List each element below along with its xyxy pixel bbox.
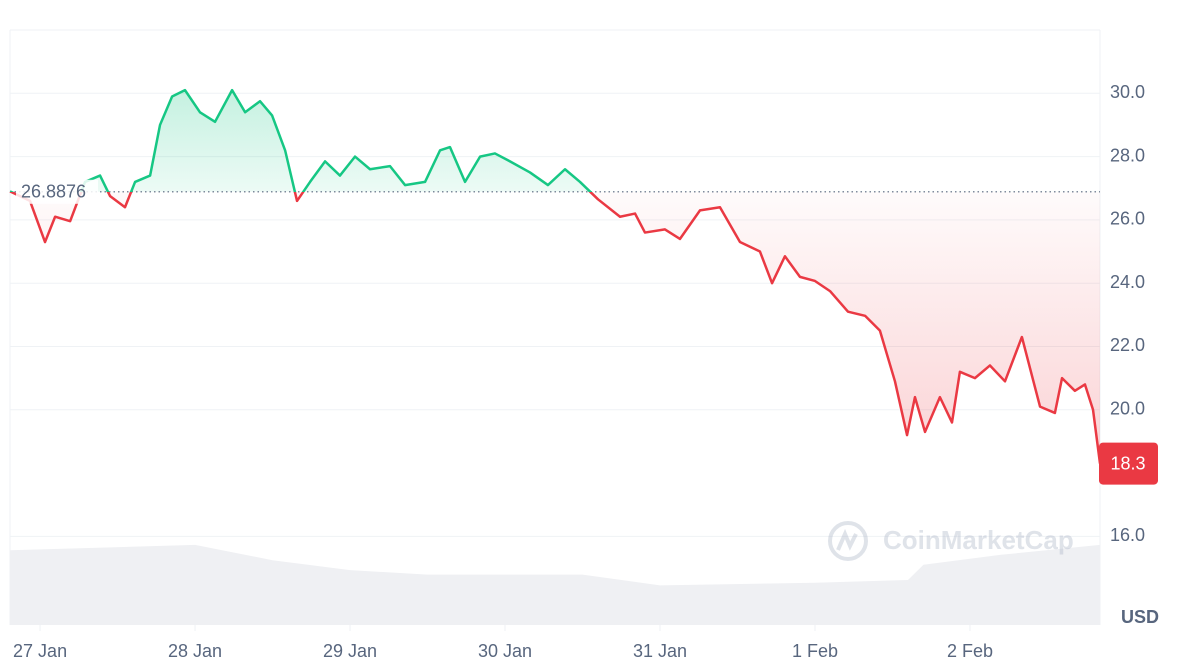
x-tick-label: 28 Jan	[168, 641, 222, 661]
unit-label: USD	[1121, 607, 1159, 627]
x-tick-label: 27 Jan	[13, 641, 67, 661]
x-tick-label: 31 Jan	[633, 641, 687, 661]
y-tick-label: 30.0	[1110, 82, 1145, 102]
price-line	[9, 88, 1102, 464]
volume	[10, 544, 1100, 625]
y-tick-label: 28.0	[1110, 145, 1145, 165]
watermark-text: CoinMarketCap	[883, 525, 1074, 555]
current-price: 18.3	[1110, 453, 1145, 473]
x-tick-label: 2 Feb	[947, 641, 993, 661]
y-tick-label: 26.0	[1110, 209, 1145, 229]
price-area	[10, 90, 1100, 464]
y-tick-label: 22.0	[1110, 335, 1145, 355]
y-tick-label: 20.0	[1110, 399, 1145, 419]
baseline-label-bg	[16, 179, 98, 204]
volume-area	[10, 544, 1100, 625]
grid	[10, 92, 1100, 631]
y-tick-label: 16.0	[1110, 525, 1145, 545]
x-tick-label: 30 Jan	[478, 641, 532, 661]
baseline-label: 26.8876	[21, 182, 86, 202]
y-tick-label: 24.0	[1110, 272, 1145, 292]
current-price-bg	[1099, 442, 1158, 485]
x-tick-label: 29 Jan	[323, 641, 377, 661]
watermark: CoinMarketCap	[828, 521, 1074, 561]
x-tick-label: 1 Feb	[792, 641, 838, 661]
plot: 26.8876 18.3	[9, 88, 1158, 485]
